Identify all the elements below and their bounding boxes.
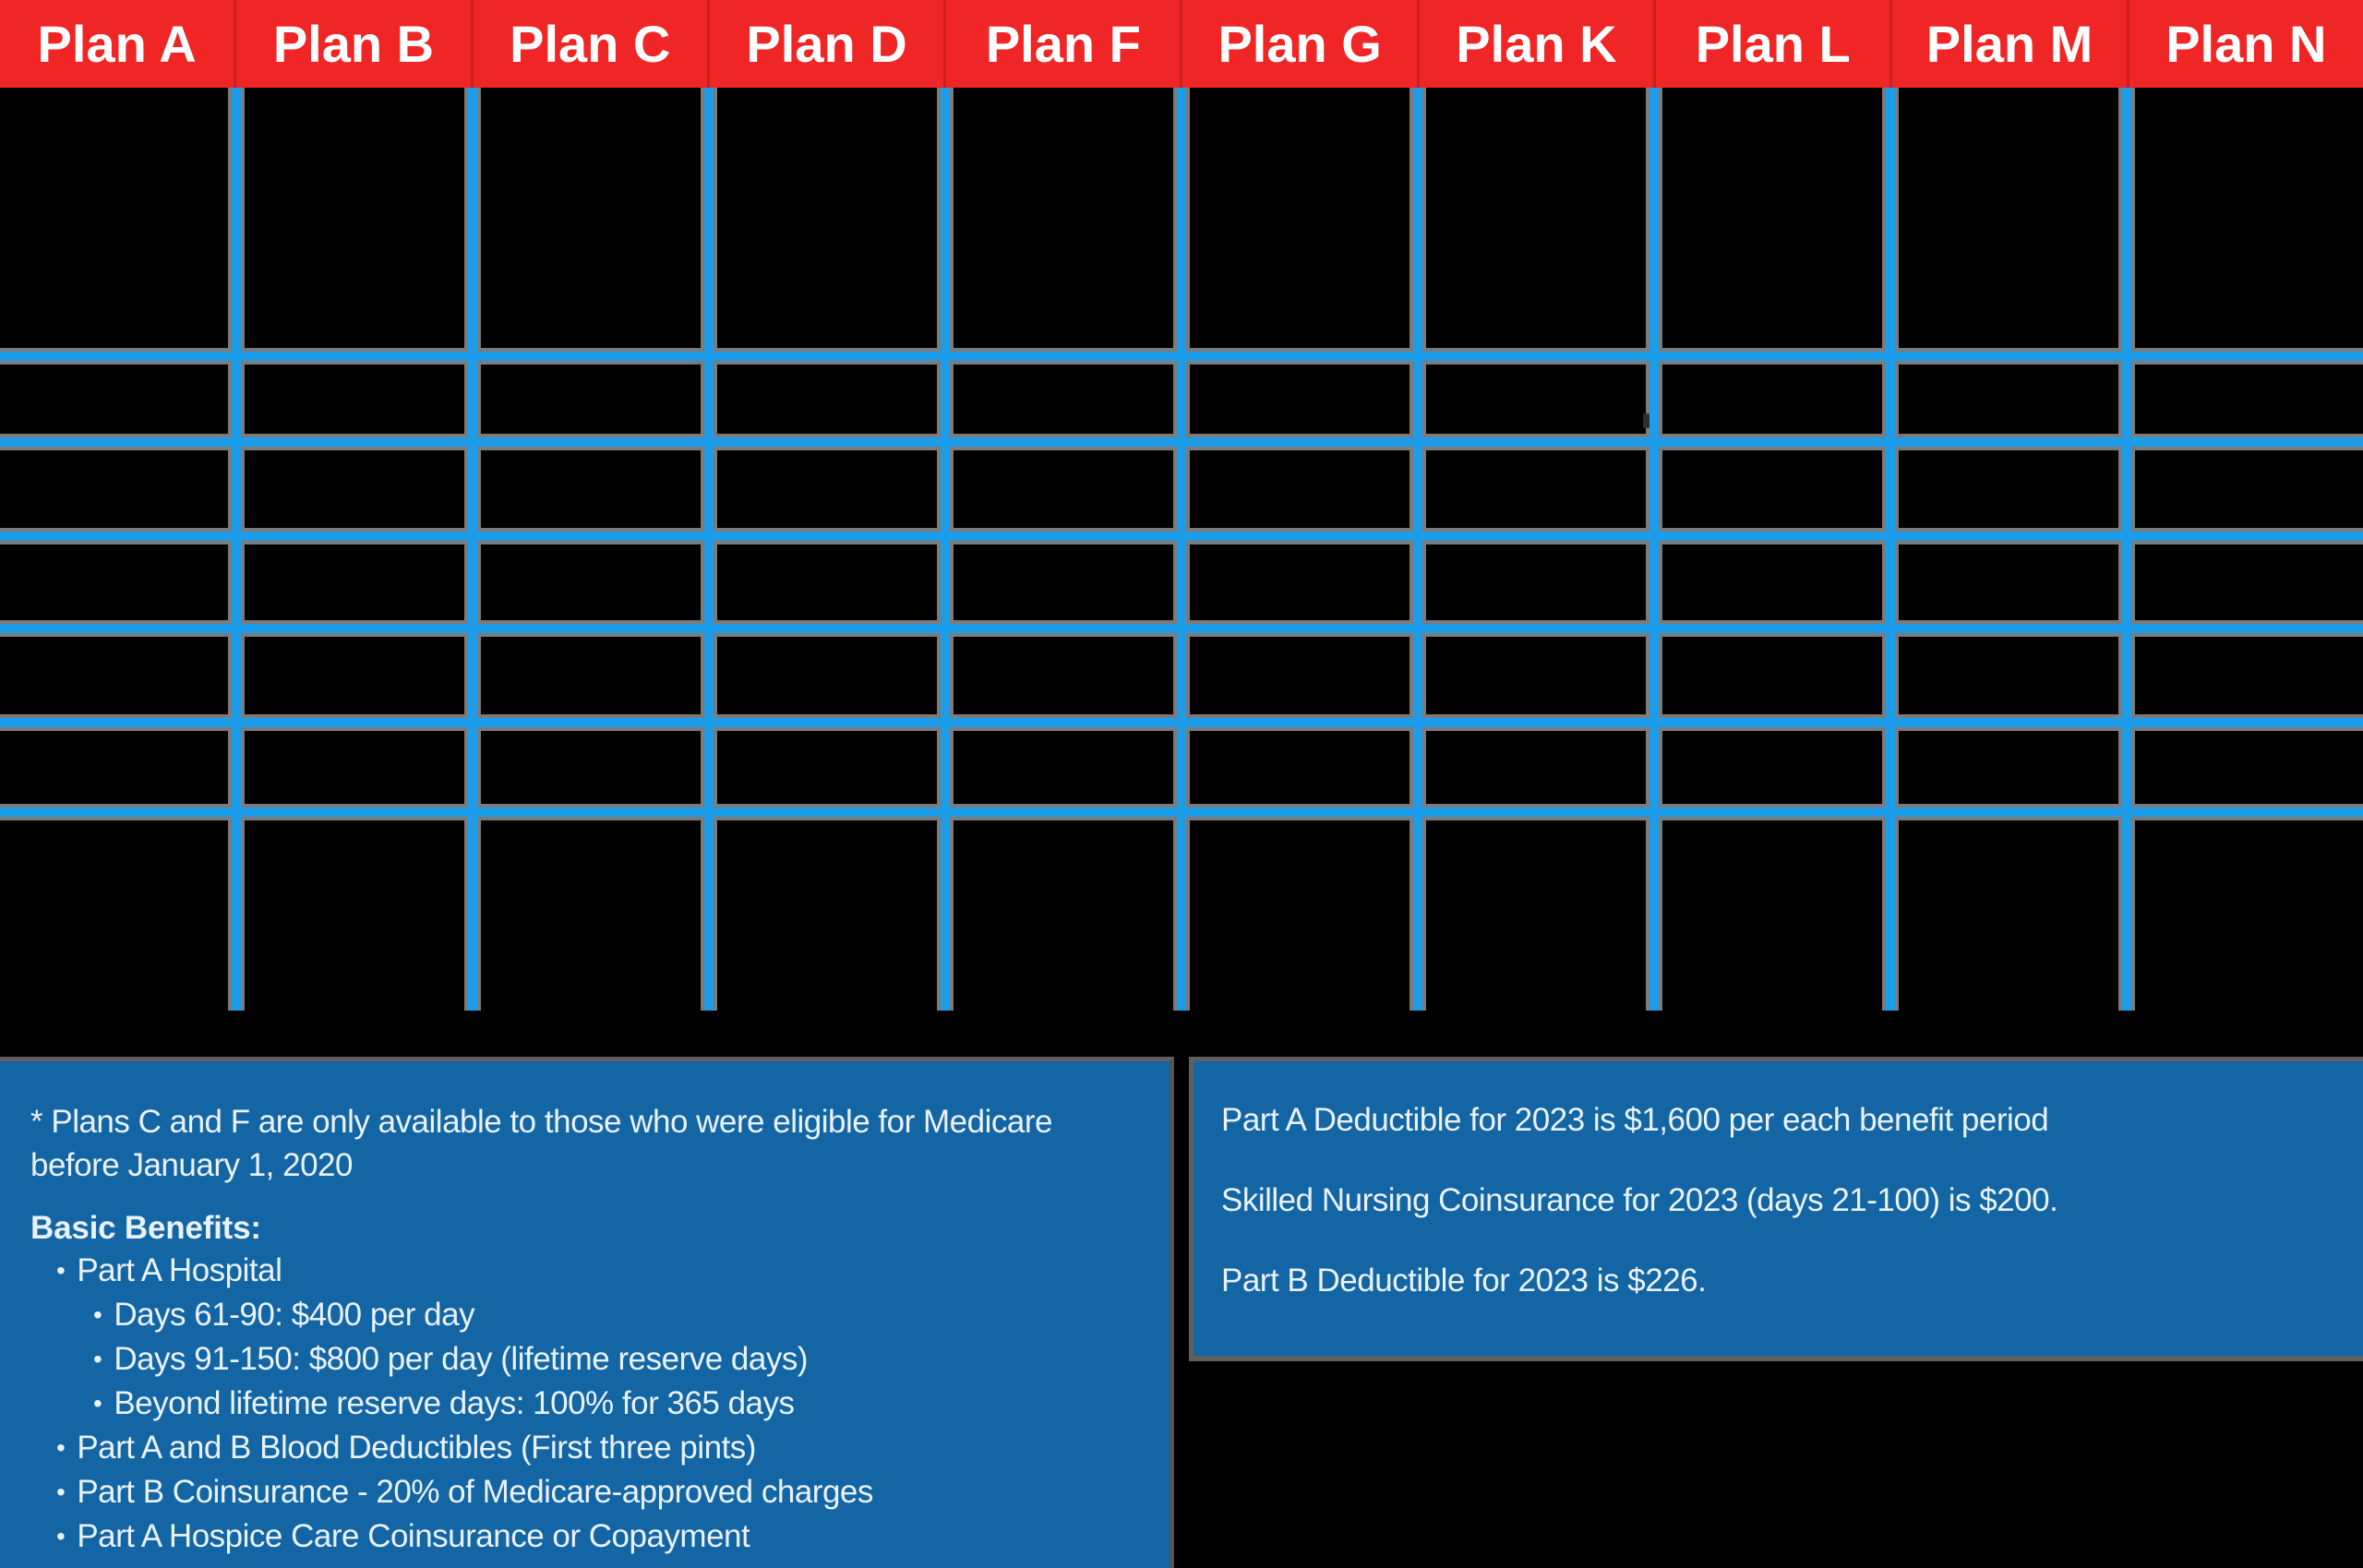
grid-vline-9 xyxy=(2122,88,2131,1011)
grid-hline-5 xyxy=(0,718,2363,727)
header-cell-plan-m: Plan M xyxy=(1889,0,2126,88)
plan-header-row: Plan A Plan B Plan C Plan D Plan F Plan … xyxy=(0,0,2363,88)
deductibles-info-box: Part A Deductible for 2023 is $1,600 per… xyxy=(1189,1057,2363,1361)
header-cell-plan-f: Plan F xyxy=(943,0,1180,88)
benefit-item-days-91-150: Days 91-150: $800 per day (lifetime rese… xyxy=(30,1338,1151,1382)
benefit-item-days-61-90: Days 61-90: $400 per day xyxy=(30,1294,1151,1338)
grid-vline-1 xyxy=(232,88,241,1011)
header-cell-plan-d: Plan D xyxy=(706,0,943,88)
grid-hline-2 xyxy=(0,437,2363,447)
header-cell-plan-k: Plan K xyxy=(1416,0,1653,88)
benefit-item-beyond-lifetime-reserve: Beyond lifetime reserve days: 100% for 3… xyxy=(30,1382,1151,1427)
benefit-item-hospice-care: Part A Hospice Care Coinsurance or Copay… xyxy=(30,1515,1151,1560)
header-cell-plan-c: Plan C xyxy=(470,0,707,88)
grid-vline-3 xyxy=(704,88,714,1011)
grid-vline-8 xyxy=(1886,88,1895,1011)
basic-benefits-heading: Basic Benefits: xyxy=(30,1210,261,1246)
benefit-item-part-a-hospital: Part A Hospital xyxy=(30,1250,1151,1294)
grid-vline-2 xyxy=(468,88,477,1011)
plans-cf-footnote-line2: before January 1, 2020 xyxy=(30,1147,353,1183)
part-a-deductible-note: Part A Deductible for 2023 is $1,600 per… xyxy=(1221,1102,2049,1138)
grid-hline-3 xyxy=(0,532,2363,541)
grid-vline-6 xyxy=(1413,88,1422,1011)
grid-hline-1 xyxy=(0,352,2363,361)
basic-benefits-info-box: * Plans C and F are only available to th… xyxy=(0,1057,1174,1568)
header-cell-plan-g: Plan G xyxy=(1180,0,1416,88)
header-cell-plan-b: Plan B xyxy=(234,0,470,88)
header-cell-plan-a: Plan A xyxy=(37,15,197,73)
grid-hline-4 xyxy=(0,624,2363,633)
grid-hline-6 xyxy=(0,808,2363,817)
header-cell-plan-l: Plan L xyxy=(1653,0,1889,88)
skilled-nursing-coinsurance-note: Skilled Nursing Coinsurance for 2023 (da… xyxy=(1221,1182,2058,1218)
grid-vline-4 xyxy=(941,88,950,1011)
compression-smudge-artifact xyxy=(1643,413,1649,428)
part-b-deductible-note: Part B Deductible for 2023 is $226. xyxy=(1221,1263,1707,1299)
benefit-item-blood-deductibles: Part A and B Blood Deductibles (First th… xyxy=(30,1427,1151,1471)
header-cell-plan-n: Plan N xyxy=(2126,0,2363,88)
grid-vline-5 xyxy=(1177,88,1186,1011)
grid-vline-7 xyxy=(1649,88,1659,1011)
benefit-item-part-b-coinsurance: Part B Coinsurance - 20% of Medicare-app… xyxy=(30,1471,1151,1515)
plans-cf-footnote-line1: * Plans C and F are only available to th… xyxy=(30,1104,1052,1140)
